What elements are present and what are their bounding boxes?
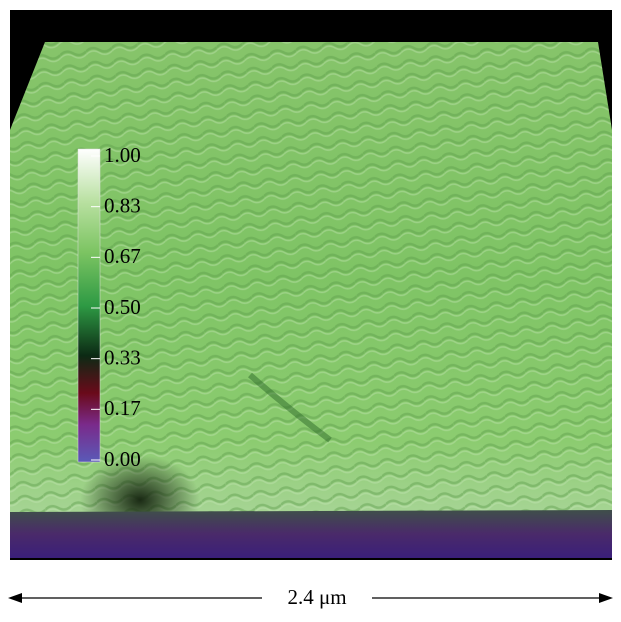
surface-texture	[10, 42, 612, 512]
scale-bar-arrow-right	[599, 593, 613, 603]
colorbar	[78, 149, 100, 462]
colorbar-tick-label: 0.67	[104, 244, 141, 268]
scale-bar-label: 2.4 μm	[287, 585, 346, 609]
page: 1.000.830.670.500.330.170.00 2.4 μm (() …	[0, 0, 621, 622]
scale-bar-arrow-left	[8, 593, 22, 603]
surface-side	[10, 510, 612, 558]
colorbar-tick-label: 0.00	[104, 447, 141, 471]
colorbar-tick-label: 1.00	[104, 143, 141, 167]
afm-figure: 1.00 0.83 0.67 0.50 0.33 0.17 0.00 2.4 μm	[0, 0, 621, 622]
colorbar-tick-label: 0.83	[104, 193, 141, 217]
colorbar-tick-label: 0.33	[104, 345, 141, 369]
colorbar-tick-label: 0.50	[104, 295, 141, 319]
colorbar-tick-label: 0.17	[104, 396, 141, 420]
